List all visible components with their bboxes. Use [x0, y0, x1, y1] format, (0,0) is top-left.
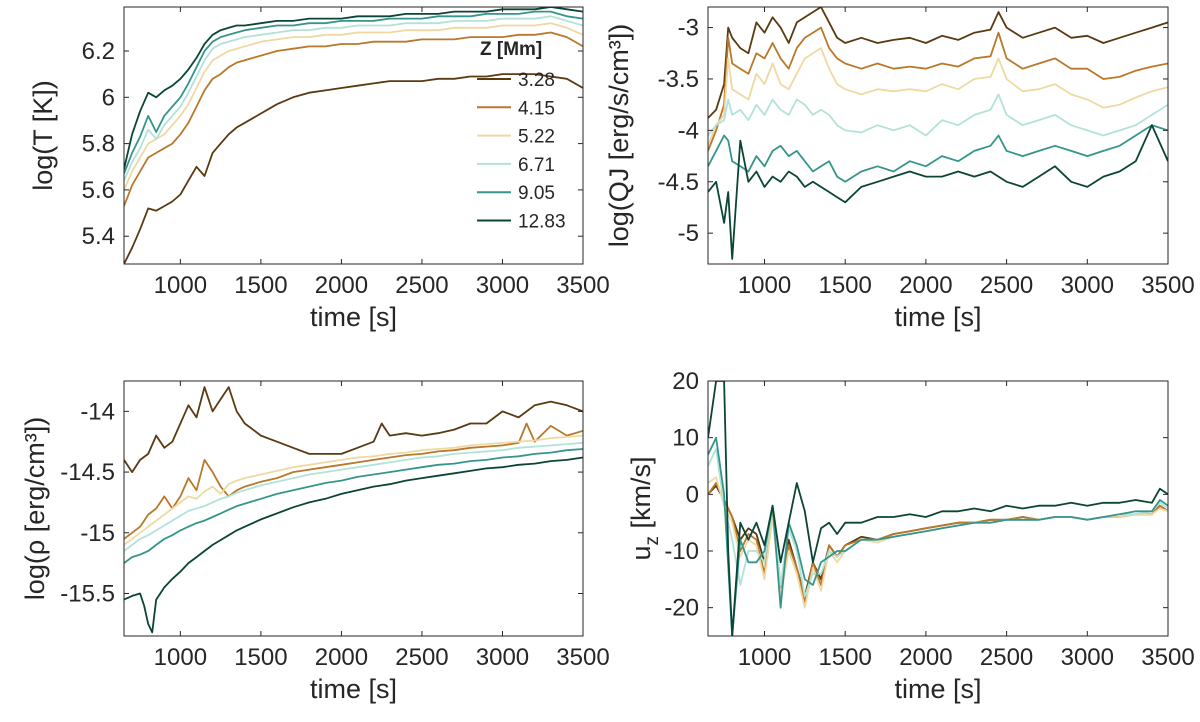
legend-entry: 12.83 [518, 212, 566, 233]
x-tick-label: 1000 [154, 272, 207, 299]
x-tick-label: 2500 [980, 644, 1033, 671]
y-tick-label: 0 [686, 481, 699, 508]
series-line-z-5-22 [708, 47, 1168, 147]
y-tick-label: -3 [678, 15, 699, 42]
series-group [124, 7, 583, 264]
y-tick-label: 20 [672, 368, 699, 395]
y-tick-label: -14 [80, 398, 115, 425]
series-line-z-5-22 [124, 22, 583, 191]
series-line-z-9-05 [124, 10, 583, 175]
series-line-z-9-05 [708, 436, 1168, 636]
y-tick-label: -5 [678, 220, 699, 247]
x-tick-label: 2000 [899, 272, 952, 299]
x-tick-label: 3500 [556, 644, 609, 671]
series-line-z-6-71 [708, 93, 1168, 137]
panel-velocity: 1000 1500 2000 2500 3000 3500 -20 -10 0 10 20 time … [626, 368, 1195, 704]
x-tick-label: 2500 [395, 272, 448, 299]
series-line-z-12-83 [124, 456, 583, 634]
y-tick-label: 6 [102, 84, 115, 111]
x-tick-label: 3000 [1061, 272, 1114, 299]
panel-temperature: 1000 1500 2000 2500 3000 3500 5.4 5.6 5.8 6 6.2 tim… [28, 6, 610, 332]
y-tick-label: -20 [664, 595, 699, 622]
y-tick-label: -4.5 [658, 169, 699, 196]
panel-density: 1000 1500 2000 2500 3000 3500 -15.5 -15 -14.5 -14… [20, 380, 610, 704]
y-tick-label: -4 [678, 117, 699, 144]
legend-entry: 4.15 [518, 98, 555, 119]
axes-box [707, 380, 1169, 637]
series-line-z-3-28 [124, 73, 583, 264]
y-axis-label: uz [km/s] [626, 456, 663, 560]
x-tick-label: 3500 [1141, 272, 1194, 299]
legend-entry: 3.28 [518, 70, 555, 91]
y-tick-label: -10 [664, 538, 699, 565]
series-line-z-12-83 [708, 124, 1168, 260]
x-tick-label: 3500 [556, 272, 609, 299]
legend: Z [Mm] 3.28 4.15 5.22 6.71 9.05 12.83 [477, 39, 566, 233]
y-tick-label: -15 [80, 520, 115, 547]
series-line-z-4-15 [708, 26, 1168, 152]
x-tick-label: 1500 [234, 644, 287, 671]
x-tick-label: 2000 [315, 644, 368, 671]
x-tick-label: 3000 [476, 272, 529, 299]
y-tick-label: -3.5 [658, 66, 699, 93]
x-tick-label: 1000 [738, 272, 791, 299]
x-tick-label: 3000 [1061, 644, 1114, 671]
y-axis-label: log(QJ [erg/s/cm³]) [604, 24, 634, 248]
legend-entry: 9.05 [518, 183, 555, 204]
x-tick-label: 3500 [1141, 644, 1194, 671]
series-group [708, 7, 1168, 260]
y-tick-label: 6.2 [82, 38, 115, 65]
y-tick-label: 5.4 [82, 223, 115, 250]
x-tick-label: 1000 [738, 644, 791, 671]
y-tick-label: 5.8 [82, 131, 115, 158]
y-tick-label: 10 [672, 425, 699, 452]
series-line-z-9-05 [124, 448, 583, 564]
series-group [708, 381, 1168, 636]
panels: 1000 1500 2000 2500 3000 3500 5.4 5.6 5.8 6 6.2 tim… [20, 6, 1195, 704]
axes-box [123, 380, 584, 637]
series-line-z-4-15 [124, 31, 583, 207]
x-tick-label: 1000 [154, 644, 207, 671]
series-line-z-12-83 [708, 381, 1168, 636]
x-axis-label: time [s] [310, 302, 397, 332]
x-tick-label: 2500 [395, 644, 448, 671]
y-axis-label: log(T [K]) [28, 80, 58, 191]
y-tick-label: -14.5 [60, 459, 115, 486]
legend-title: Z [Mm] [480, 39, 542, 60]
legend-entry: 5.22 [518, 127, 555, 148]
x-tick-label: 1500 [234, 272, 287, 299]
legend-entry: 6.71 [518, 155, 555, 176]
series-line-z-3-28 [124, 386, 583, 474]
x-axis-label: time [s] [310, 674, 397, 704]
x-tick-label: 3000 [476, 644, 529, 671]
x-tick-label: 1500 [818, 272, 871, 299]
x-tick-label: 1500 [818, 644, 871, 671]
series-line-z-9-05 [708, 124, 1168, 183]
x-tick-label: 2500 [980, 272, 1033, 299]
y-tick-label: -15.5 [60, 581, 115, 608]
x-tick-label: 2000 [315, 272, 368, 299]
x-axis-label: time [s] [894, 302, 981, 332]
series-line-z-5-22 [124, 434, 583, 546]
series-line-z-6-71 [124, 442, 583, 552]
y-tick-label: 5.6 [82, 177, 115, 204]
series-line-z-6-71 [124, 15, 583, 181]
y-axis-label: log(ρ [erg/cm³]) [20, 417, 50, 600]
series-line-z-6-71 [708, 448, 1168, 598]
axes-box [707, 6, 1169, 265]
x-axis-label: time [s] [894, 674, 981, 704]
x-tick-label: 2000 [899, 644, 952, 671]
panel-joule: 1000 1500 2000 2500 3000 3500 -5 -4.5 -4 -3.5 -3 ti… [604, 6, 1195, 332]
series-line-z-3-28 [708, 7, 1168, 119]
series-line-z-12-83 [124, 7, 583, 170]
series-group [124, 386, 583, 634]
series-line-z-4-15 [124, 422, 583, 540]
axes-box [123, 6, 584, 265]
